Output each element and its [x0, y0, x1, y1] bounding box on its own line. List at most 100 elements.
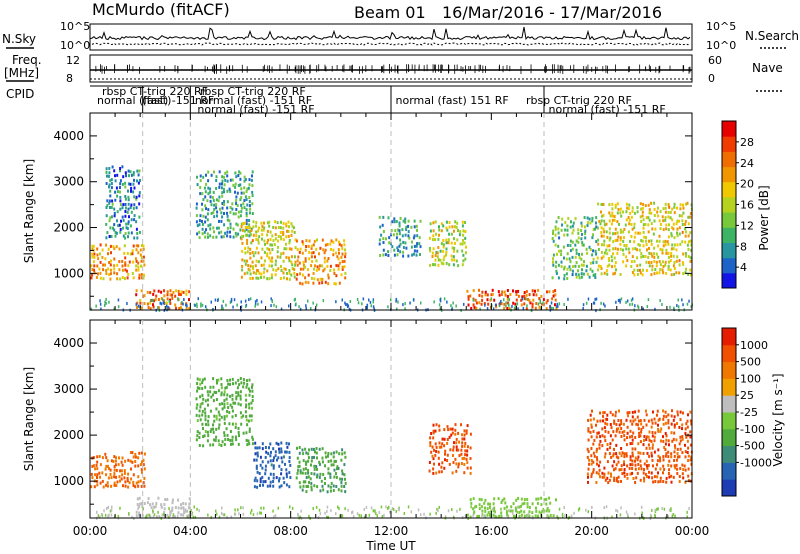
range-cell	[290, 255, 293, 259]
range-cell	[196, 377, 199, 381]
range-cell	[668, 443, 670, 447]
range-cell	[226, 170, 229, 174]
range-cell	[461, 242, 464, 246]
range-cell	[245, 208, 248, 212]
range-cell	[611, 202, 614, 206]
range-cell	[341, 265, 344, 269]
ground-cell	[391, 507, 394, 510]
range-cell	[253, 479, 256, 483]
range-cell	[665, 452, 668, 456]
range-cell	[158, 515, 161, 519]
range-cell	[241, 258, 244, 262]
range-cell	[251, 194, 254, 198]
range-cell	[115, 245, 118, 249]
scatter-patch	[596, 201, 693, 277]
range-cell	[207, 224, 210, 228]
range-cell	[248, 378, 251, 382]
range-cell	[180, 290, 183, 294]
range-cell	[661, 215, 664, 219]
range-cell	[229, 430, 232, 433]
range-cell	[645, 236, 647, 240]
range-cell	[381, 223, 384, 227]
colorbar-swatch	[722, 412, 736, 430]
range-cell	[119, 227, 122, 231]
ground-cell	[205, 305, 207, 309]
range-cell	[260, 272, 263, 276]
range-cell	[618, 222, 620, 226]
range-cell	[514, 506, 517, 510]
range-cell	[108, 199, 111, 203]
range-cell	[625, 202, 628, 206]
range-cell	[332, 489, 335, 492]
range-cell	[571, 224, 574, 228]
range-cell	[608, 244, 611, 248]
range-cell	[431, 251, 434, 255]
range-cell	[647, 223, 650, 227]
range-cell	[588, 458, 591, 462]
range-cell	[267, 460, 270, 464]
range-cell	[245, 438, 248, 442]
range-cell	[650, 418, 653, 422]
range-cell	[490, 293, 493, 297]
ground-cell	[516, 302, 519, 306]
range-cell	[637, 273, 639, 276]
ground-cell	[452, 301, 454, 305]
range-cell	[644, 204, 647, 208]
range-cell	[465, 245, 467, 249]
ground-cell	[508, 298, 511, 302]
range-cell	[463, 437, 466, 441]
range-cell	[577, 264, 580, 268]
range-cell	[602, 227, 605, 231]
range-cell	[398, 221, 401, 225]
range-cell	[126, 276, 129, 280]
range-cell	[631, 459, 634, 463]
range-cell	[531, 305, 534, 309]
range-cell	[437, 263, 440, 267]
range-cell	[229, 438, 232, 442]
range-cell	[601, 444, 604, 448]
range-cell	[682, 211, 685, 215]
range-cell	[237, 215, 240, 219]
range-cell	[241, 249, 244, 253]
range-cell	[622, 230, 625, 234]
ground-cell	[516, 505, 519, 509]
range-cell	[309, 477, 312, 481]
range-cell	[541, 509, 544, 513]
range-cell	[199, 186, 202, 189]
range-cell	[201, 232, 204, 236]
ground-cell	[646, 305, 649, 308]
range-cell	[662, 480, 665, 483]
range-cell	[243, 229, 246, 233]
range-cell	[682, 468, 685, 471]
range-cell	[437, 456, 440, 460]
range-cell	[243, 199, 246, 202]
range-cell	[591, 219, 594, 223]
range-cell	[551, 237, 554, 240]
range-cell	[321, 281, 324, 285]
range-cell	[629, 458, 632, 462]
range-cell	[301, 273, 304, 277]
range-cell	[668, 475, 671, 479]
range-cell	[653, 255, 656, 259]
range-cell	[418, 236, 421, 240]
range-cell	[138, 215, 141, 219]
range-cell	[598, 446, 601, 450]
range-cell	[481, 509, 484, 513]
ground-cell	[270, 304, 272, 308]
range-cell	[109, 179, 112, 183]
range-cell	[293, 255, 296, 259]
range-cell	[566, 277, 569, 280]
range-cell	[597, 202, 600, 206]
range-cell	[212, 235, 215, 239]
range-cell	[679, 439, 682, 443]
range-cell	[686, 439, 689, 443]
range-cell	[113, 267, 116, 271]
range-cell	[525, 290, 528, 293]
range-cell	[587, 480, 589, 484]
ground-cell	[326, 505, 329, 509]
range-cell	[614, 232, 617, 235]
range-cell	[202, 435, 205, 439]
range-cell	[280, 237, 283, 241]
scatter-patch	[466, 288, 558, 311]
